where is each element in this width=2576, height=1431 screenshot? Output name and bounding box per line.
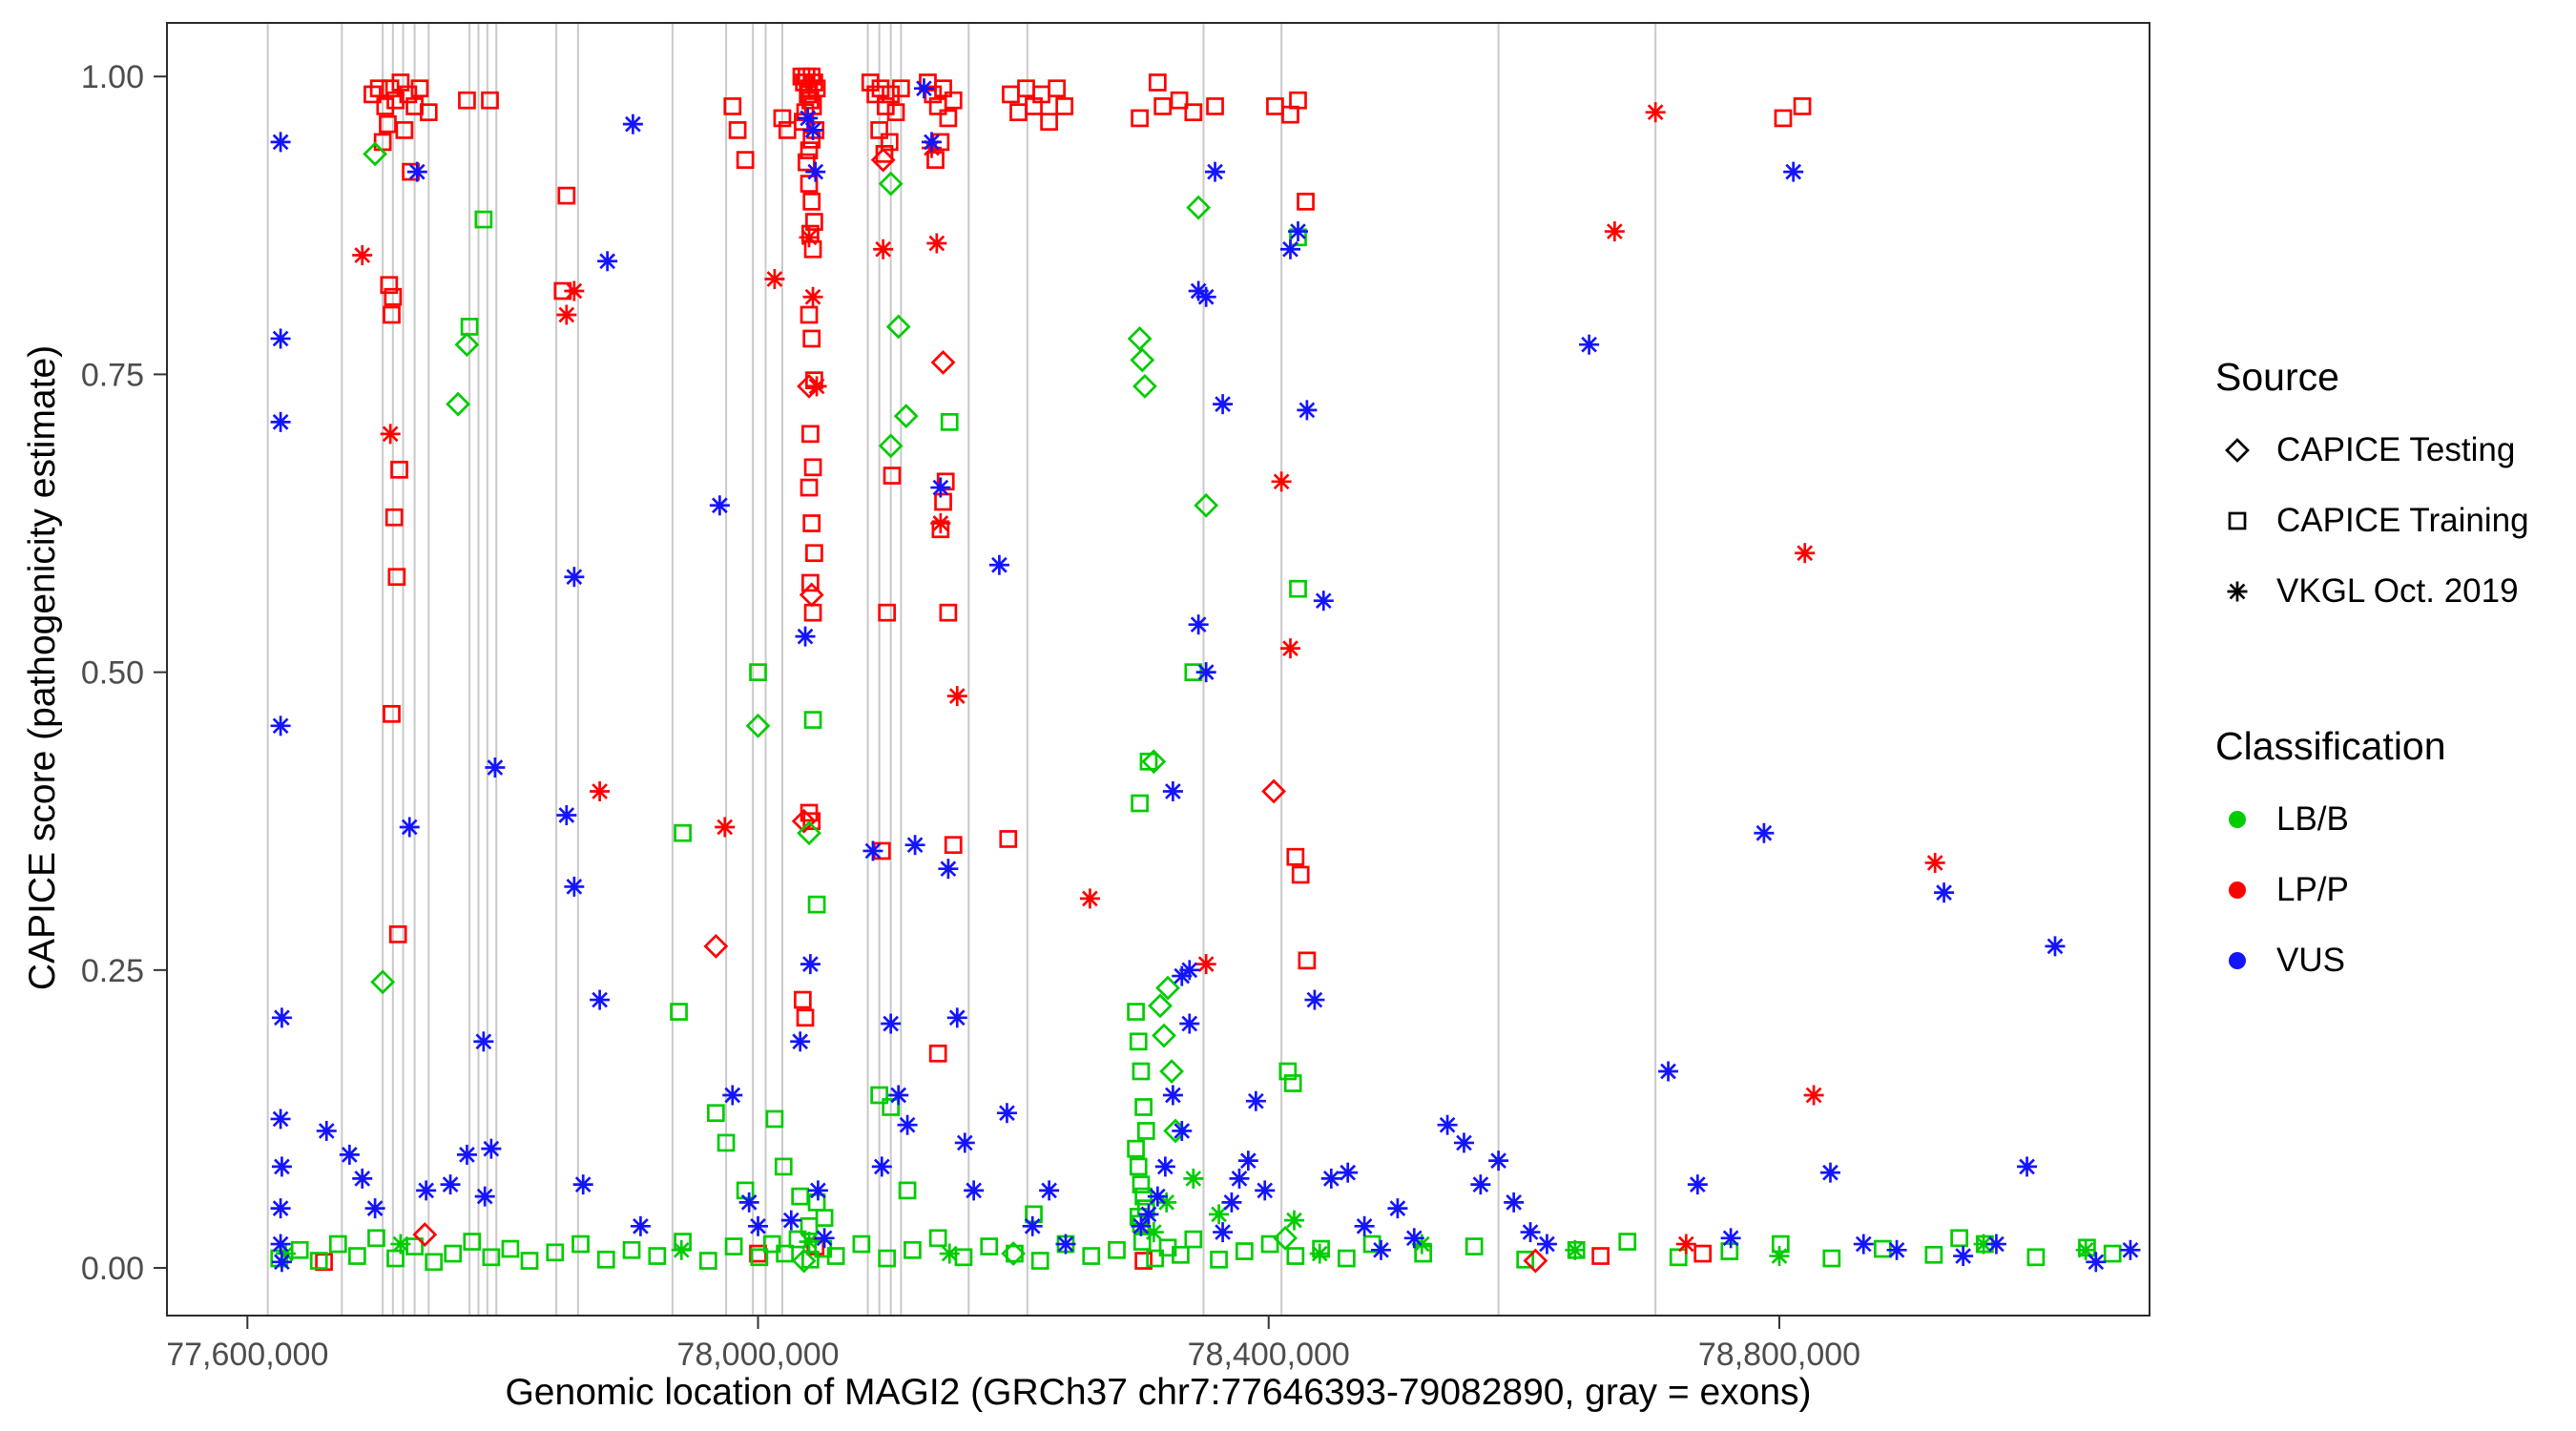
red-dot-icon: [2215, 868, 2259, 912]
y-tick-label: 0.25: [81, 953, 144, 989]
blue-dot-icon: [2215, 939, 2259, 983]
y-axis-title: CAPICE score (pathogenicity estimate): [22, 344, 63, 991]
y-tick-label: 1.00: [81, 59, 144, 95]
legend-item-lbb: LB/B: [2215, 798, 2529, 841]
legend-item-vkgl: VKGL Oct. 2019: [2215, 570, 2529, 613]
series-capice-testing-lb-b: [363, 141, 1298, 1274]
series-vkgl-oct-2019-lb-b: [275, 1168, 2096, 1267]
legend-item-capice-testing: CAPICE Testing: [2215, 428, 2529, 472]
x-tick-label: 78,800,000: [1698, 1337, 1860, 1373]
legend-item-label: VUS: [2276, 942, 2345, 979]
legend-item-label: LP/P: [2276, 871, 2349, 908]
y-tick-label: 0.75: [81, 357, 144, 393]
legend-item-label: CAPICE Testing: [2276, 431, 2516, 468]
panel-border: [166, 22, 2150, 1317]
x-tick-label: 78,000,000: [676, 1337, 839, 1373]
square-icon: [2215, 499, 2259, 543]
legend-title-source: Source: [2215, 355, 2339, 399]
legend-item-capice-training: CAPICE Training: [2215, 499, 2529, 543]
y-tick-label: 0.00: [81, 1251, 144, 1287]
legend-item-label: CAPICE Training: [2276, 502, 2529, 539]
series-capice-training-lb-b: [270, 210, 2122, 1272]
x-tick-label: 77,600,000: [166, 1337, 328, 1373]
series-vkgl-oct-2019-vus: [270, 78, 2141, 1273]
legend-group-classification: Classification LB/B LP/P VUS: [2215, 724, 2529, 1009]
legend-item-vus: VUS: [2215, 939, 2529, 983]
legend-item-label: LB/B: [2276, 800, 2349, 838]
y-tick-label: 0.50: [81, 655, 144, 692]
legend-item-label: VKGL Oct. 2019: [2276, 572, 2519, 610]
x-tick-label: 78,400,000: [1188, 1337, 1350, 1373]
x-axis-title: Genomic location of MAGI2 (GRCh37 chr7:7…: [505, 1372, 1812, 1413]
legend-title-classification: Classification: [2215, 724, 2446, 768]
legend-item-lpp: LP/P: [2215, 868, 2529, 912]
legend-group-source: Source CAPICE Testing CAPICE Training VK…: [2215, 355, 2529, 640]
diamond-icon: [2215, 428, 2259, 472]
series-capice-testing-lp-p: [412, 147, 1548, 1274]
legend: Source CAPICE Testing CAPICE Training VK…: [2215, 355, 2529, 1009]
green-dot-icon: [2215, 798, 2259, 841]
series-capice-training-lp-p: [315, 67, 1812, 1272]
asterisk-icon: [2215, 570, 2259, 613]
series-vkgl-oct-2019-lp-p: [352, 102, 1945, 1255]
